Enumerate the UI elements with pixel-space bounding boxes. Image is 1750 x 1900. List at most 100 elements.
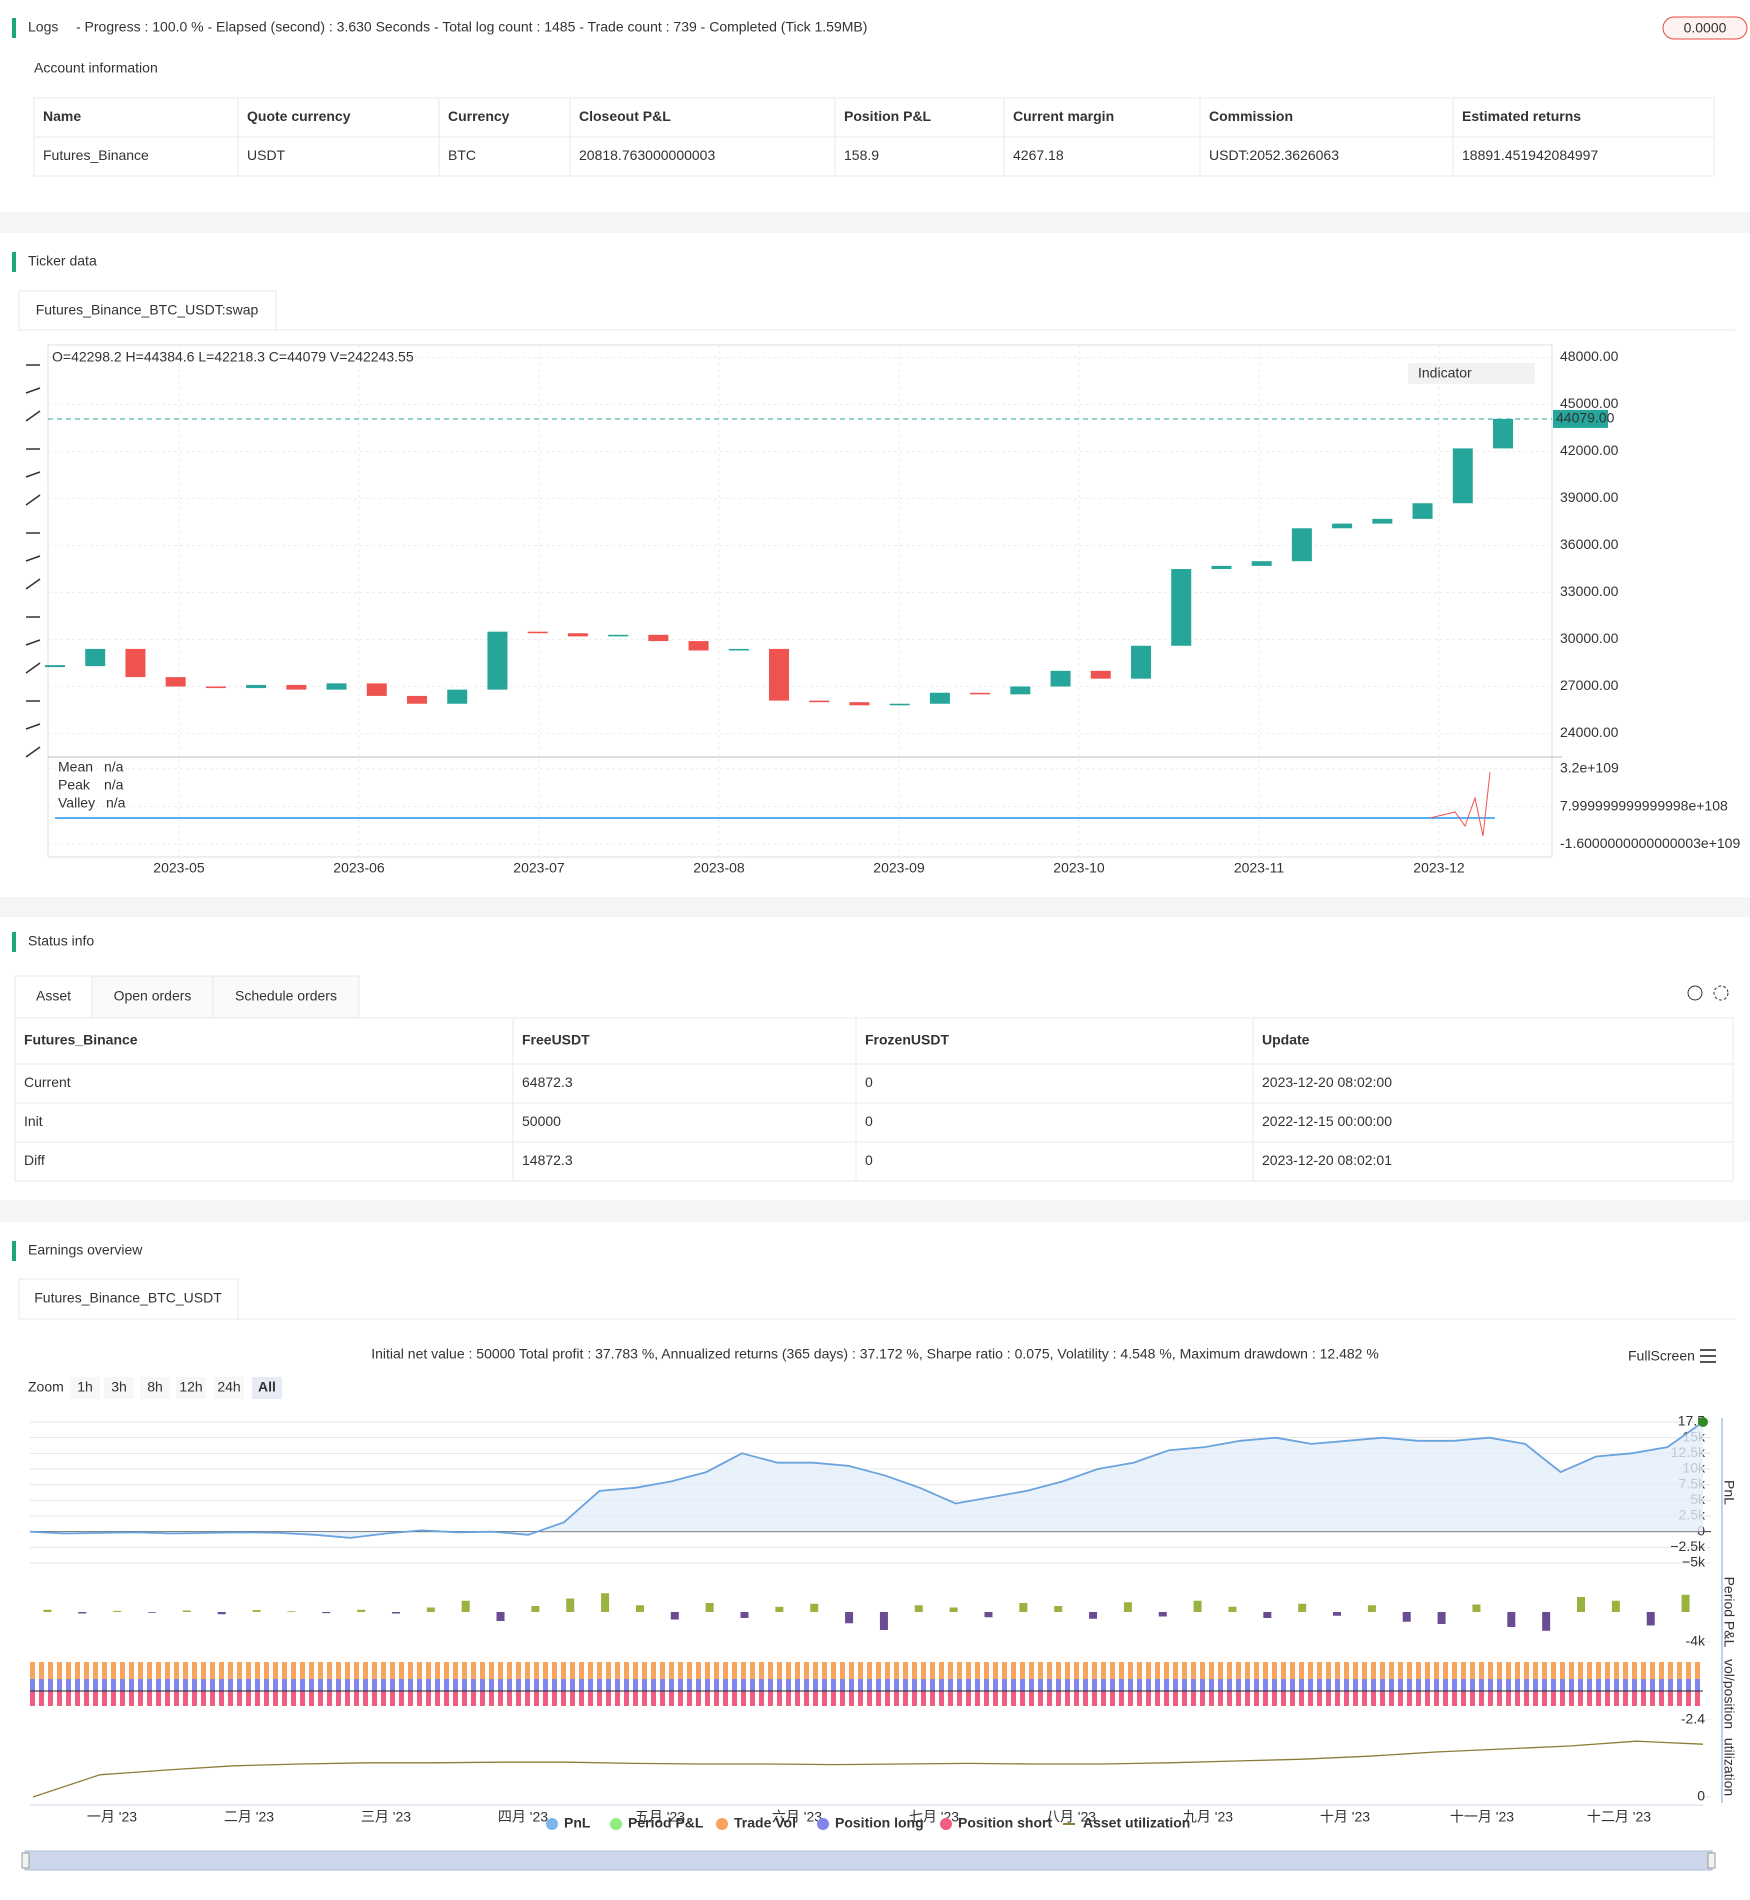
tab-label[interactable]: Asset [36, 988, 71, 1004]
tab[interactable] [18, 290, 277, 331]
bar [182, 1610, 191, 1612]
zoom-button-label[interactable]: 24h [217, 1379, 240, 1395]
bar [1193, 1600, 1202, 1612]
fullscreen-button[interactable]: FullScreen [1628, 1348, 1695, 1364]
vol-stripe [417, 1662, 422, 1679]
long-stripe [1137, 1679, 1142, 1691]
zoom-button[interactable] [214, 1377, 244, 1399]
zoom-button[interactable] [252, 1377, 282, 1399]
long-stripe [957, 1679, 962, 1691]
zoom-button[interactable] [140, 1377, 170, 1399]
short-stripe [1371, 1691, 1376, 1706]
vol-stripe [363, 1662, 368, 1679]
long-stripe [147, 1679, 152, 1691]
short-stripe [1128, 1691, 1133, 1706]
zoom-button-label[interactable]: 8h [147, 1379, 163, 1395]
settings-icon[interactable] [1713, 985, 1729, 1001]
short-stripe [1479, 1691, 1484, 1706]
legend-item[interactable]: Position short [958, 1815, 1052, 1831]
vol-stripe [174, 1662, 179, 1679]
panel [0, 1222, 1750, 1900]
tab[interactable] [91, 975, 214, 1019]
short-stripe [111, 1691, 116, 1706]
tab-label[interactable]: Futures_Binance_BTC_USDT:swap [36, 302, 259, 318]
plot-frame [47, 344, 1553, 858]
tab-label[interactable]: Schedule orders [235, 988, 337, 1004]
tab[interactable] [18, 1278, 239, 1320]
cloud-icon[interactable] [1687, 985, 1703, 1001]
legend-item[interactable]: Position long [835, 1815, 924, 1831]
long-stripe [1443, 1679, 1448, 1691]
long-stripe [714, 1679, 719, 1691]
indicator-label[interactable]: Indicator [1418, 365, 1472, 381]
long-stripe [1299, 1679, 1304, 1691]
vol-stripe [795, 1662, 800, 1679]
table-header: Quote currency [247, 108, 351, 124]
vol-stripe [435, 1662, 440, 1679]
short-stripe [399, 1691, 404, 1706]
bar [113, 1610, 122, 1612]
short-stripe [930, 1691, 935, 1706]
short-stripe [1065, 1691, 1070, 1706]
candle [1010, 686, 1031, 695]
month-label: 二月 '23 [224, 1809, 274, 1825]
long-stripe [183, 1679, 188, 1691]
long-stripe [534, 1679, 539, 1691]
candle [487, 631, 508, 690]
table-header: Current margin [1013, 108, 1114, 124]
long-stripe [597, 1679, 602, 1691]
short-stripe [1623, 1691, 1628, 1706]
short-stripe [561, 1691, 566, 1706]
long-stripe [867, 1679, 872, 1691]
tab[interactable] [14, 975, 93, 1019]
tab[interactable] [212, 975, 360, 1019]
vol-stripe [975, 1662, 980, 1679]
vol-stripe [507, 1662, 512, 1679]
legend-item[interactable]: Period P&L [628, 1815, 704, 1831]
navigator-handle[interactable] [1707, 1852, 1716, 1869]
zoom-button-label[interactable]: 12h [179, 1379, 202, 1395]
badge-value: 0.0000 [1684, 20, 1727, 36]
short-stripe [498, 1691, 503, 1706]
zoom-button-label[interactable]: 1h [77, 1379, 93, 1395]
vol-stripe [327, 1662, 332, 1679]
short-stripe [552, 1691, 557, 1706]
indicator-button[interactable] [1408, 363, 1535, 384]
zoom-button[interactable] [104, 1377, 134, 1399]
zoom-button-label[interactable]: 3h [111, 1379, 127, 1395]
long-stripe [93, 1679, 98, 1691]
tab-label[interactable]: Futures_Binance_BTC_USDT [34, 1290, 222, 1306]
short-stripe [750, 1691, 755, 1706]
x-tick-label: 2023-05 [153, 860, 205, 876]
short-stripe [1533, 1691, 1538, 1706]
short-stripe [246, 1691, 251, 1706]
candle [1251, 561, 1272, 566]
long-stripe [1533, 1679, 1538, 1691]
vol-stripe [462, 1662, 467, 1679]
vol-stripe [777, 1662, 782, 1679]
long-stripe [633, 1679, 638, 1691]
short-stripe [759, 1691, 764, 1706]
zoom-button-label[interactable]: All [258, 1379, 276, 1395]
vol-stripe [642, 1662, 647, 1679]
zoom-button[interactable] [176, 1377, 206, 1399]
zoom-button[interactable] [70, 1377, 100, 1399]
legend-item[interactable]: Trade Vol [734, 1815, 796, 1831]
legend-item[interactable]: PnL [564, 1815, 591, 1831]
table-cell: 64872.3 [522, 1074, 573, 1090]
long-stripe [723, 1679, 728, 1691]
legend-item[interactable]: Asset utilization [1083, 1815, 1190, 1831]
long-stripe [120, 1679, 125, 1691]
long-stripe [1245, 1679, 1250, 1691]
bar [1298, 1603, 1307, 1612]
bar [1263, 1612, 1272, 1618]
tab-label[interactable]: Open orders [114, 988, 192, 1004]
vol-stripe [291, 1662, 296, 1679]
navigator[interactable] [24, 1850, 1713, 1871]
y-tick-label: 30000.00 [1560, 630, 1619, 646]
short-stripe [804, 1691, 809, 1706]
vol-stripe [1641, 1662, 1646, 1679]
navigator-handle[interactable] [21, 1852, 30, 1869]
short-stripe [471, 1691, 476, 1706]
short-stripe [696, 1691, 701, 1706]
